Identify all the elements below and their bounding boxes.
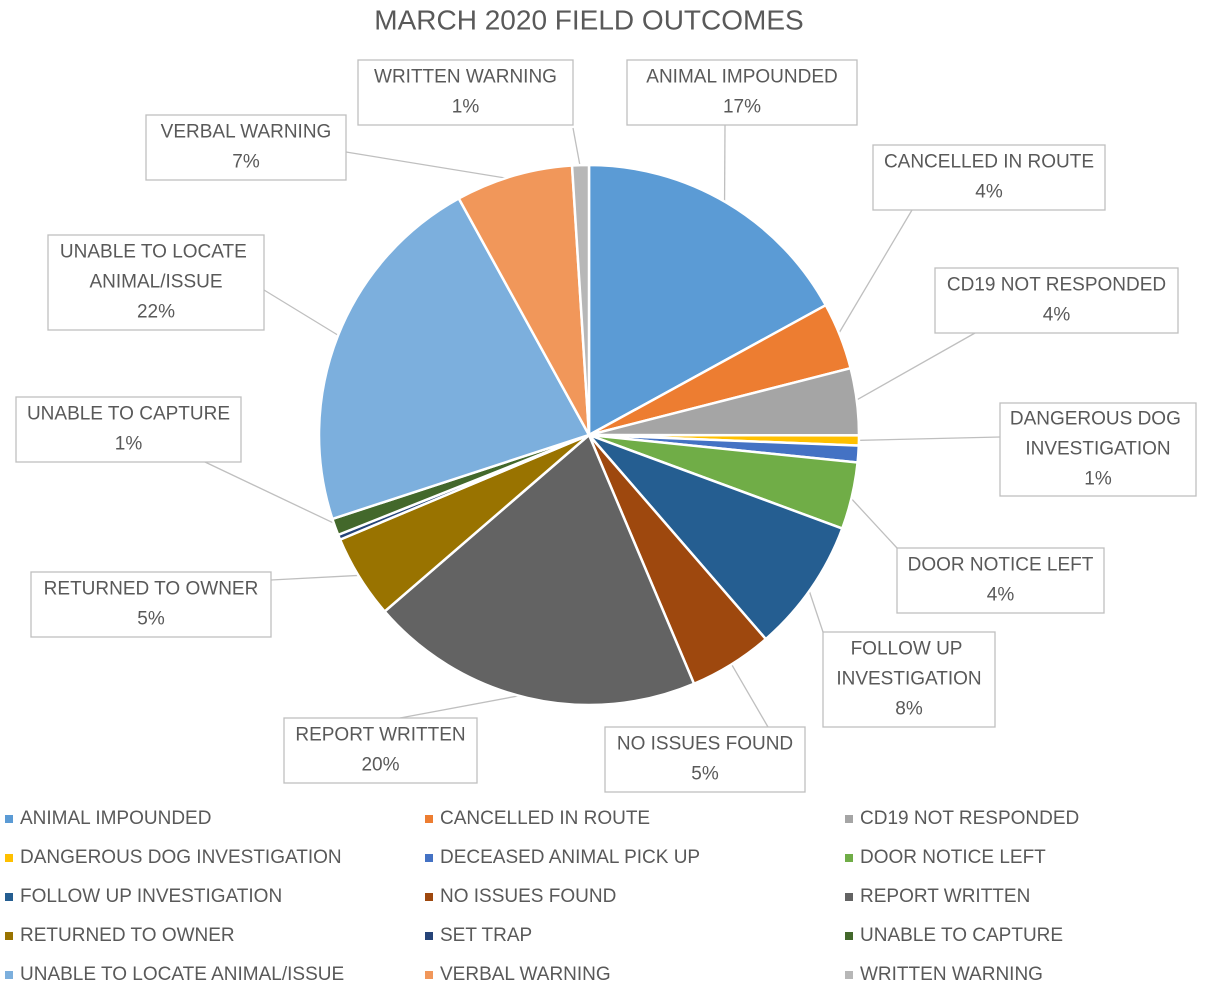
- legend-label: NO ISSUES FOUND: [440, 886, 616, 907]
- leader-line: [853, 333, 975, 402]
- label-line: RETURNED TO OWNER: [44, 579, 259, 600]
- legend-swatch: [5, 971, 13, 979]
- legend-swatch: [5, 854, 13, 862]
- label-category: ANIMAL IMPOUNDED: [646, 67, 837, 88]
- label-line: WRITTEN WARNING: [374, 67, 557, 88]
- legend: ANIMAL IMPOUNDED CANCELLED IN ROUTE CD19 N…: [5, 808, 1079, 985]
- label-line: VERBAL WARNING: [161, 122, 332, 143]
- label-category: CD19 NOT RESPONDED: [947, 275, 1166, 296]
- label-category: NO ISSUES FOUND: [617, 734, 793, 755]
- legend-label: DECEASED ANIMAL PICK UP: [440, 847, 700, 868]
- chart-title: MARCH 2020 FIELD OUTCOMES: [374, 4, 803, 35]
- leader-line: [573, 128, 581, 169]
- label-category: WRITTEN WARNING: [374, 67, 557, 88]
- legend-swatch: [845, 893, 853, 901]
- label-value: 1%: [452, 97, 480, 118]
- label-line: DOOR NOTICE LEFT: [908, 555, 1094, 576]
- leader-line: [400, 694, 528, 718]
- legend-swatch: [5, 815, 13, 823]
- label-value: 4%: [987, 585, 1015, 606]
- label-value: 1%: [115, 434, 143, 455]
- label-category: RETURNED TO OWNER: [44, 579, 259, 600]
- legend-label: UNABLE TO CAPTURE: [860, 925, 1063, 946]
- label-line: FOLLOW UP: [851, 639, 968, 660]
- label-value: 17%: [723, 97, 761, 118]
- legend-swatch: [425, 854, 433, 862]
- leader-line: [205, 462, 339, 526]
- label-value: 5%: [137, 609, 165, 630]
- label-line: CANCELLED IN ROUTE: [884, 152, 1094, 173]
- legend-swatch: [845, 971, 853, 979]
- label-value: 8%: [895, 699, 923, 720]
- label-value: 7%: [232, 152, 260, 173]
- leader-line: [848, 495, 897, 548]
- legend-label: DANGEROUS DOG INVESTIGATION: [20, 847, 342, 868]
- leader-line: [836, 210, 912, 337]
- legend-swatch: [425, 932, 433, 940]
- label-line: ANIMAL/ISSUE: [89, 272, 222, 293]
- label-value: 20%: [361, 755, 399, 776]
- leader-line: [271, 575, 363, 580]
- legend-label: ANIMAL IMPOUNDED: [20, 808, 211, 829]
- leader-line: [346, 152, 515, 180]
- label-line: CD19 NOT RESPONDED: [947, 275, 1166, 296]
- leader-line: [730, 661, 768, 727]
- label-line: UNABLE TO CAPTURE: [27, 404, 230, 425]
- legend-label: CD19 NOT RESPONDED: [860, 808, 1079, 829]
- label-line: UNABLE TO LOCATE: [60, 242, 252, 263]
- legend-swatch: [845, 815, 853, 823]
- legend-swatch: [425, 893, 433, 901]
- label-value: 5%: [691, 764, 719, 785]
- leader-line: [264, 290, 342, 337]
- label-line: INVESTIGATION: [836, 669, 981, 690]
- legend-swatch: [845, 932, 853, 940]
- legend-label: SET TRAP: [440, 925, 532, 946]
- legend-swatch: [425, 815, 433, 823]
- legend-swatch: [425, 971, 433, 979]
- legend-label: FOLLOW UP INVESTIGATION: [20, 886, 282, 907]
- label-value: 1%: [1084, 469, 1112, 490]
- legend-label: VERBAL WARNING: [440, 964, 611, 985]
- pie: [319, 165, 859, 705]
- leader-line: [808, 586, 823, 632]
- label-line: ANIMAL IMPOUNDED: [646, 67, 837, 88]
- legend-label: WRITTEN WARNING: [860, 964, 1043, 985]
- label-category: REPORT WRITTEN: [295, 725, 465, 746]
- legend-swatch: [845, 854, 853, 862]
- label-category: CANCELLED IN ROUTE: [884, 152, 1094, 173]
- legend-swatch: [5, 932, 13, 940]
- label-line: NO ISSUES FOUND: [617, 734, 793, 755]
- label-line: DANGEROUS DOG: [1010, 409, 1186, 430]
- legend-label: RETURNED TO OWNER: [20, 925, 235, 946]
- label-value: 22%: [137, 302, 175, 323]
- legend-label: DOOR NOTICE LEFT: [860, 847, 1046, 868]
- label-value: 4%: [1043, 305, 1071, 326]
- label-line: REPORT WRITTEN: [295, 725, 465, 746]
- label-category: DOOR NOTICE LEFT: [908, 555, 1094, 576]
- legend-label: CANCELLED IN ROUTE: [440, 808, 650, 829]
- legend-swatch: [5, 893, 13, 901]
- label-category: UNABLE TO CAPTURE: [27, 404, 230, 425]
- label-value: 4%: [975, 182, 1003, 203]
- label-line: INVESTIGATION: [1025, 439, 1170, 460]
- legend-label: REPORT WRITTEN: [860, 886, 1030, 907]
- label-category: VERBAL WARNING: [161, 122, 332, 143]
- legend-label: UNABLE TO LOCATE ANIMAL/ISSUE: [20, 964, 344, 985]
- leader-line: [855, 437, 1000, 440]
